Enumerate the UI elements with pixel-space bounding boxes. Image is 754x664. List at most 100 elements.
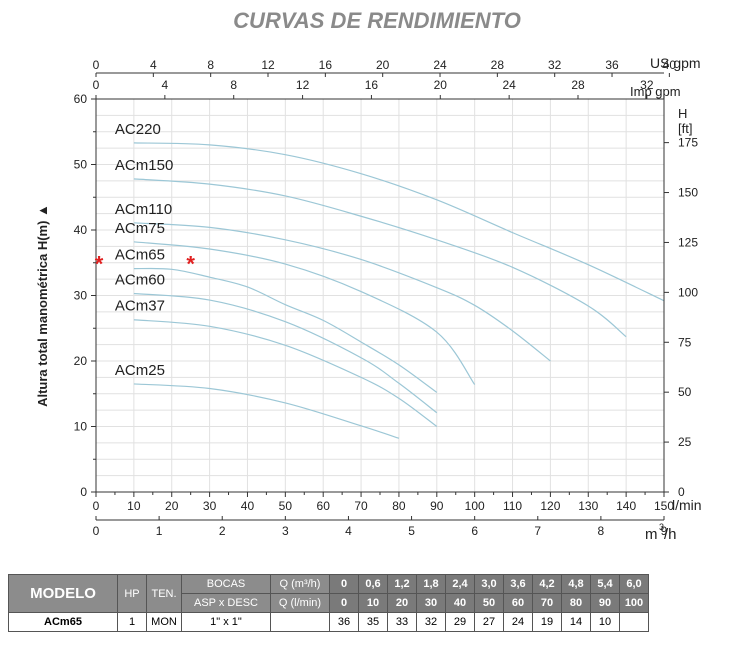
q-lmin-value: 80 [561,593,591,613]
spec-table: MODELO HP TEN. BOCAS Q (m³/h) 0 0,6 1,2 … [8,574,649,632]
row-head-value: 19 [532,612,562,632]
x-axis-label-usgpm: US gpm [650,55,701,71]
row-bocas: 1" x 1" [181,612,271,632]
x-tick-label-usgpm: 36 [605,58,619,72]
y-tick-label-ft: 175 [678,136,698,150]
q-m3h-value: 0,6 [358,574,388,594]
x-tick-label-lmin: 20 [165,499,179,513]
q-lmin-value: 20 [387,593,417,613]
row-model: ACm65 [8,612,118,632]
y-axis-label-ft: H [678,106,687,121]
grid [96,99,664,492]
x-tick-label-lmin: 40 [241,499,255,513]
curve-acm25 [133,383,400,439]
row-head-value: 10 [590,612,620,632]
x-tick-label-impgpm: 16 [365,78,379,92]
y-tick-label-ft: 100 [678,285,698,299]
col-hp: HP [117,574,147,613]
q-lmin-label: Q (l/min) [270,593,330,613]
col-asp-desc: ASP x DESC [181,593,271,613]
page-title: CURVAS DE RENDIMIENTO [233,8,521,33]
q-m3h-value: 4,8 [561,574,591,594]
y-tick-label-ft: 125 [678,235,698,249]
x-tick-label-usgpm: 40 [663,58,677,72]
highlight-asterisk-right: * [186,252,195,277]
highlight-asterisk-left: * [95,252,104,277]
x-tick-label-m3h: 5 [408,524,415,538]
x-tick-label-m3h: 8 [598,524,605,538]
curve-acm150 [133,178,627,338]
q-m3h-value: 4,2 [532,574,562,594]
q-m3h-label: Q (m³/h) [270,574,330,594]
row-head-value: 33 [387,612,417,632]
table-header-row-1: MODELO HP TEN. BOCAS Q (m³/h) 0 0,6 1,2 … [8,574,649,613]
x-tick-label-m3h: 2 [219,524,226,538]
table-header-row-2: ASP x DESC Q (l/min) 0 10 20 30 40 50 60… [9,593,649,613]
row-blank [270,612,330,632]
col-modelo: MODELO [8,574,118,613]
row-head-value: 36 [329,612,359,632]
x-tick-label-usgpm: 0 [93,58,100,72]
curve-acm60 [133,292,438,414]
x-tick-label-usgpm: 20 [376,58,390,72]
y-tick-label-m: 10 [74,420,88,434]
curve-acm37 [133,319,438,427]
y-tick-label-m: 0 [80,485,87,499]
curve-ac220 [133,142,665,302]
x-tick-label-impgpm: 24 [502,78,516,92]
x-tick-label-m3h: 9 [661,524,668,538]
row-head-value: 27 [474,612,504,632]
x-tick-label-m3h: 0 [93,524,100,538]
y-tick-label-m: 60 [74,92,88,106]
x-tick-label-lmin: 130 [578,499,598,513]
q-m3h-value: 5,4 [590,574,620,594]
x-tick-label-usgpm: 4 [150,58,157,72]
q-lmin-value: 50 [474,593,504,613]
y-axis-unit-ft: [ft] [678,121,692,136]
x-axis-label-lmin: l/min [672,497,702,513]
col-ten: TEN. [146,574,182,613]
x-tick-label-usgpm: 28 [491,58,505,72]
x-tick-label-impgpm: 0 [93,78,100,92]
x-tick-label-lmin: 30 [203,499,217,513]
q-m3h-value: 2,4 [445,574,475,594]
y-tick-label-ft: 150 [678,186,698,200]
y-tick-label-ft: 25 [678,435,692,449]
curve-acm110 [133,222,551,362]
q-lmin-value: 0 [329,593,359,613]
row-hp: 1 [117,612,147,632]
x-axis-label-m3h-suffix: /h [664,526,677,543]
q-m3h-value: 3,0 [474,574,504,594]
x-tick-label-impgpm: 12 [296,78,310,92]
x-axis-label-impgpm: Imp gpm [630,84,681,99]
x-tick-label-lmin: 70 [354,499,368,513]
x-tick-label-usgpm: 16 [319,58,333,72]
curve-label-acm25: ACm25 [115,362,165,379]
x-tick-label-lmin: 120 [540,499,560,513]
curve-label-acm60: ACm60 [115,272,165,289]
y-tick-label-m: 50 [74,158,88,172]
curve-label-acm150: ACm150 [115,157,173,174]
x-tick-label-m3h: 1 [156,524,163,538]
x-tick-label-lmin: 80 [392,499,406,513]
performance-chart: 0 10 20 30 40 50 60 70 80 90 100 110 120 130 140 150l/m… [35,55,702,543]
q-m3h-value: 1,2 [387,574,417,594]
x-tick-label-m3h: 6 [471,524,478,538]
x-tick-label-m3h: 7 [534,524,541,538]
x-tick-label-lmin: 10 [127,499,141,513]
curve-label-acm75: ACm75 [115,220,165,237]
x-tick-label-lmin: 140 [616,499,636,513]
q-m3h-value: 0 [329,574,359,594]
y-tick-label-m: 30 [74,289,88,303]
x-tick-label-lmin: 90 [430,499,444,513]
x-tick-label-lmin: 110 [503,499,522,513]
x-tick-label-lmin: 150 [654,499,674,513]
x-tick-label-lmin: 50 [279,499,293,513]
labels: 0 10 20 30 40 50 60 70 80 90 100 110 120 130 140 150l/m… [35,55,702,543]
curve-label-ac220: AC220 [115,121,161,138]
curve-label-acm110: ACm110 [115,201,172,218]
q-lmin-value: 60 [503,593,533,613]
row-head-value [619,612,649,632]
x-tick-label-lmin: 60 [317,499,331,513]
y-axis-label-m: Altura total manométrica H(m) ▲ [35,204,50,407]
